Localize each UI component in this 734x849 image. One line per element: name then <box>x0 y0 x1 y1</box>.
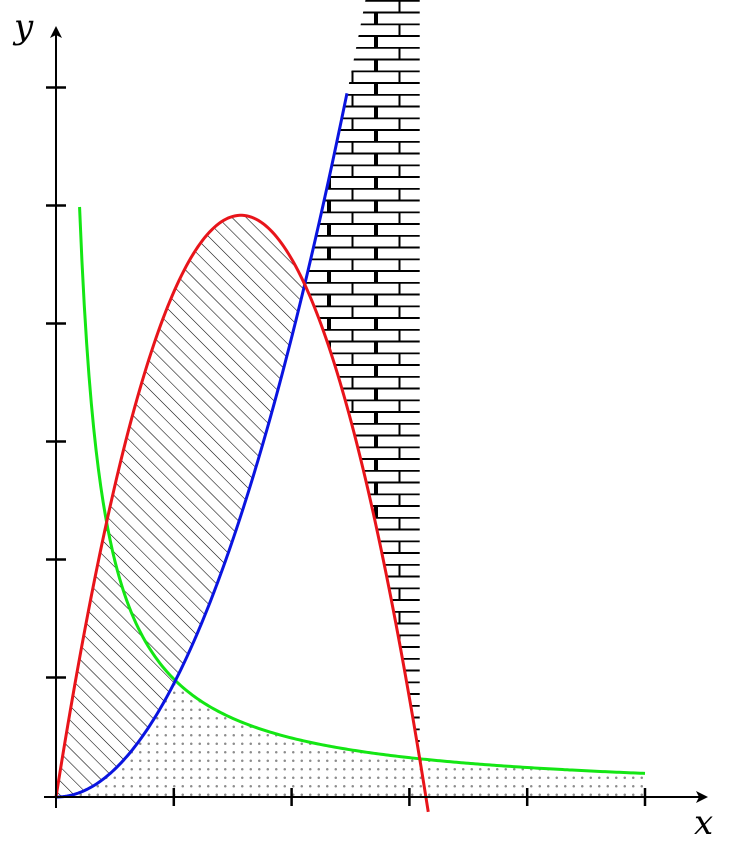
hatched-region <box>56 215 305 798</box>
y-axis-label: y <box>12 7 34 47</box>
brick-region <box>175 0 420 759</box>
dotted-region <box>56 680 645 797</box>
blue-curve <box>55 92 349 799</box>
x-axis-label: x <box>694 803 713 843</box>
green-curve <box>78 206 646 775</box>
x-axis-ticks <box>172 788 647 806</box>
red-curve <box>54 213 430 813</box>
y-axis-ticks <box>46 86 66 679</box>
